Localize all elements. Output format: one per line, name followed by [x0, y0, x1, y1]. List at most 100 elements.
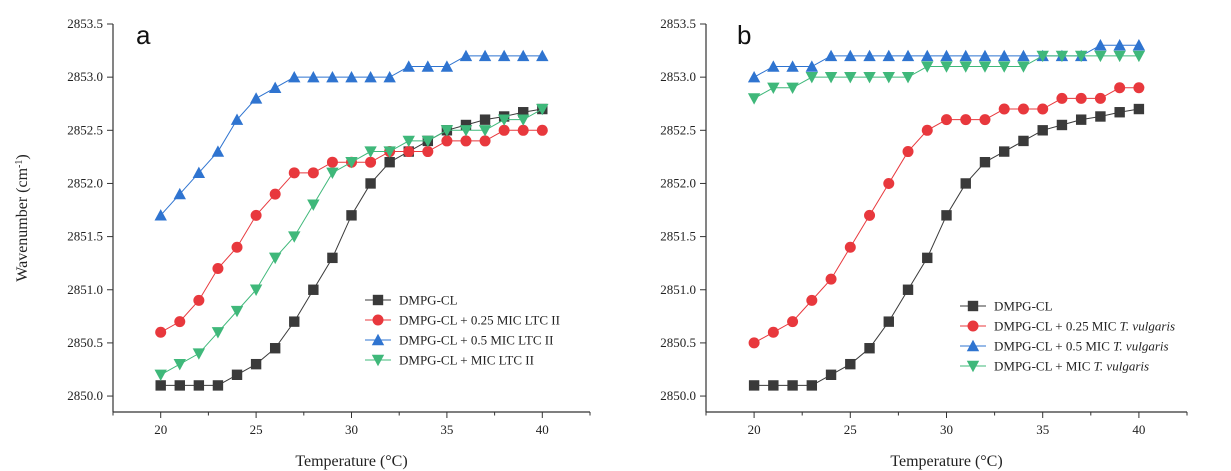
data-point	[308, 167, 319, 178]
y-tick-label: 2851.5	[660, 229, 696, 244]
data-point	[960, 114, 971, 125]
data-point	[326, 71, 338, 82]
legend-swatch-marker	[968, 301, 978, 311]
legend-item: DMPG-CL + MIC LTC II	[365, 353, 534, 368]
data-point	[270, 343, 280, 353]
data-point	[903, 285, 913, 295]
data-point	[250, 92, 262, 103]
data-point	[175, 380, 185, 390]
legend-item: DMPG-CL + 0.5 MIC LTC II	[365, 333, 553, 348]
data-point	[384, 157, 394, 167]
data-point	[1095, 93, 1106, 104]
data-point	[826, 274, 837, 285]
y-tick-label: 2850.5	[67, 335, 103, 350]
y-tick-label: 2852.0	[660, 175, 696, 190]
x-tick-label: 20	[748, 422, 761, 437]
data-point	[960, 61, 972, 72]
data-point	[251, 359, 261, 369]
data-point	[499, 125, 510, 136]
data-point	[1133, 82, 1144, 93]
y-tick-label: 2850.0	[67, 388, 103, 403]
data-point	[941, 114, 952, 125]
data-point	[480, 135, 491, 146]
legend-label: DMPG-CL	[994, 299, 1053, 314]
data-point	[845, 242, 856, 253]
legend-label: DMPG-CL + MIC T. vulgaris	[994, 359, 1149, 374]
data-point	[194, 380, 204, 390]
data-point	[518, 125, 529, 136]
data-point	[749, 337, 760, 348]
data-point	[307, 71, 319, 82]
data-point	[961, 178, 971, 188]
data-point	[999, 104, 1010, 115]
legend-swatch-marker	[373, 315, 384, 326]
series-1	[156, 104, 548, 391]
y-tick-label: 2852.0	[67, 175, 103, 190]
data-point	[441, 135, 452, 146]
x-tick-label: 40	[536, 422, 549, 437]
data-point	[422, 146, 433, 157]
data-point	[768, 327, 779, 338]
data-point	[999, 146, 1009, 156]
y-tick-label: 2853.0	[67, 69, 103, 84]
panel-a: 2850.02850.52851.02851.52852.02852.52853…	[14, 16, 591, 470]
data-point	[1037, 104, 1048, 115]
x-tick-label: 25	[250, 422, 263, 437]
data-point	[270, 189, 281, 200]
legend-item: DMPG-CL	[365, 293, 458, 308]
y-tick-label: 2853.5	[67, 16, 103, 31]
data-point	[864, 343, 874, 353]
data-point	[327, 253, 337, 263]
legend-label: DMPG-CL + 0.25 MIC T. vulgaris	[994, 319, 1175, 334]
y-tick-label: 2851.0	[660, 282, 696, 297]
data-point	[193, 295, 204, 306]
data-point	[480, 114, 490, 124]
legend-label: DMPG-CL + 0.25 MIC LTC II	[399, 313, 560, 328]
y-tick-label: 2852.5	[67, 122, 103, 137]
data-point	[251, 210, 262, 221]
legend-swatch-marker	[968, 321, 979, 332]
y-tick-label: 2852.5	[660, 122, 696, 137]
data-point	[345, 71, 357, 82]
x-tick-label: 25	[844, 422, 857, 437]
data-point	[941, 210, 951, 220]
data-point	[1134, 104, 1144, 114]
legend-label: DMPG-CL + 0.5 MIC T. vulgaris	[994, 339, 1169, 354]
data-point	[307, 200, 319, 211]
data-point	[806, 295, 817, 306]
data-point	[174, 316, 185, 327]
data-point	[212, 145, 224, 156]
data-point	[1017, 61, 1029, 72]
y-tick-label: 2853.5	[660, 16, 696, 31]
data-point	[308, 285, 318, 295]
data-point	[845, 359, 855, 369]
data-point	[289, 167, 300, 178]
data-point	[365, 157, 376, 168]
data-point	[903, 146, 914, 157]
data-point	[403, 146, 414, 157]
data-point	[826, 370, 836, 380]
x-tick-label: 20	[154, 422, 167, 437]
data-point	[174, 359, 186, 370]
legend-label: DMPG-CL	[399, 293, 458, 308]
data-point	[884, 316, 894, 326]
data-point	[922, 253, 932, 263]
x-tick-label: 40	[1132, 422, 1145, 437]
legend-item: DMPG-CL + 0.5 MIC T. vulgaris	[960, 339, 1169, 354]
data-point	[979, 114, 990, 125]
data-point	[155, 327, 166, 338]
data-point	[1076, 93, 1087, 104]
data-point	[921, 61, 933, 72]
data-point	[1114, 82, 1125, 93]
legend-label: DMPG-CL + MIC LTC II	[399, 353, 534, 368]
data-point	[288, 71, 300, 82]
data-point	[156, 380, 166, 390]
data-point	[346, 210, 356, 220]
data-point	[1057, 120, 1067, 130]
data-point	[922, 125, 933, 136]
legend-label: DMPG-CL + 0.5 MIC LTC II	[399, 333, 553, 348]
y-tick-label: 2850.0	[660, 388, 696, 403]
data-point	[327, 157, 338, 168]
data-point	[269, 253, 281, 264]
